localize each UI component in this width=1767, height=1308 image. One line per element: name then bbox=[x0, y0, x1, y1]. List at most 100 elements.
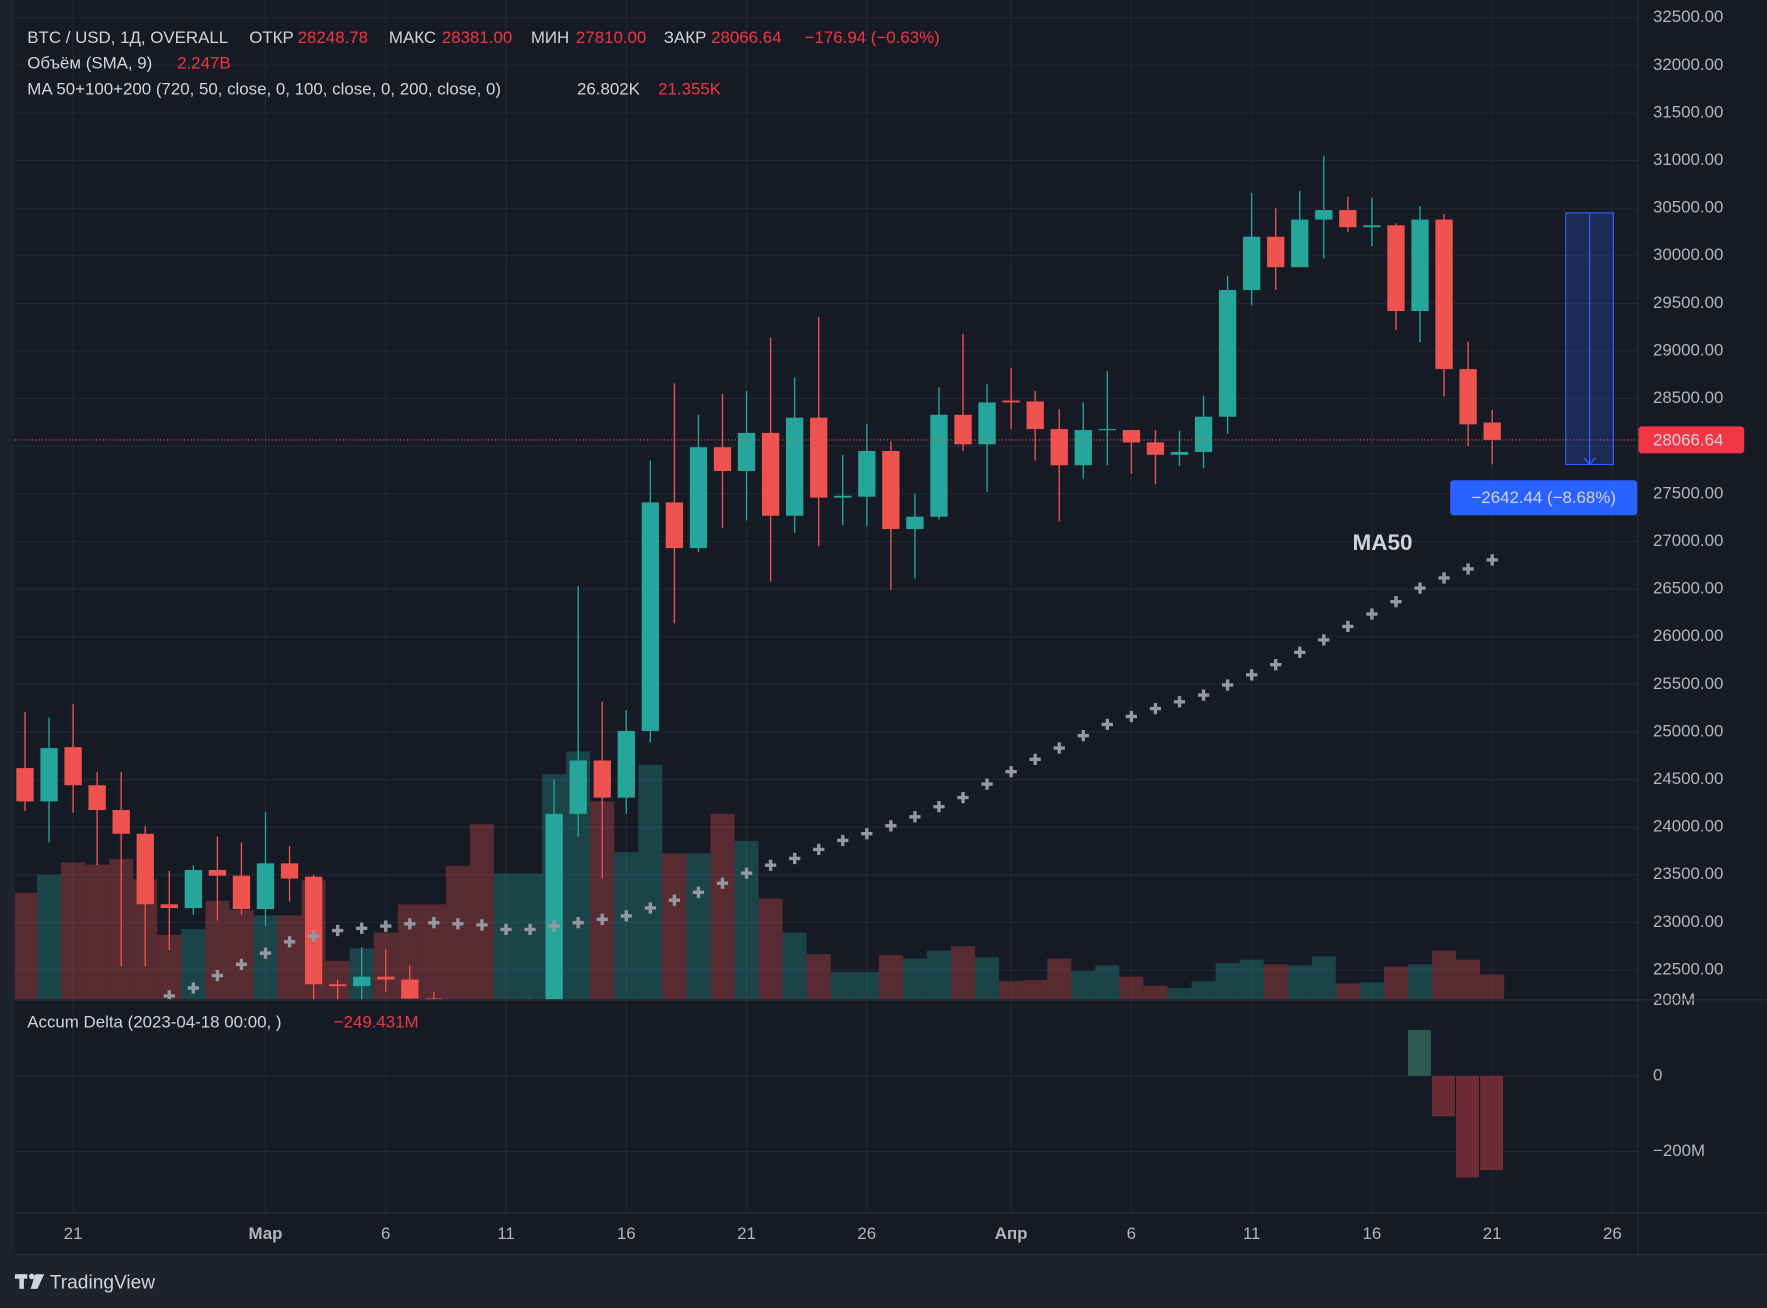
x-tick-label: 11 bbox=[497, 1224, 515, 1243]
candle-body bbox=[1435, 219, 1453, 370]
symbol-title: BTC / USD, 1Д, OVERALL bbox=[27, 28, 228, 47]
y-tick-label: 28500.00 bbox=[1653, 388, 1723, 407]
volume-bar bbox=[662, 853, 687, 1000]
candle-body bbox=[1122, 430, 1141, 443]
candle-body bbox=[1050, 429, 1068, 466]
ma-point bbox=[572, 917, 584, 929]
candle-body bbox=[1098, 429, 1116, 431]
candle-body bbox=[954, 414, 972, 445]
ma-point bbox=[1053, 742, 1065, 754]
delta-bar bbox=[1480, 1075, 1504, 1171]
volume-bar bbox=[999, 981, 1024, 1000]
candle-body bbox=[858, 450, 876, 497]
candle-body bbox=[978, 402, 996, 445]
volume-bar bbox=[1480, 974, 1505, 1000]
ma-point bbox=[692, 886, 705, 898]
ma-point bbox=[235, 958, 248, 970]
legend-label: МИН bbox=[531, 28, 569, 47]
delta-layer bbox=[1407, 1029, 1504, 1178]
candle-body bbox=[737, 432, 756, 471]
delta-bar bbox=[1432, 1075, 1455, 1117]
delta-bar bbox=[1456, 1075, 1480, 1178]
candle-body bbox=[401, 979, 419, 999]
background bbox=[14, 0, 1767, 1254]
candle-body bbox=[1194, 416, 1213, 452]
volume-bar bbox=[1263, 964, 1288, 1000]
volume-legend-value: 2.247B bbox=[177, 54, 230, 73]
candle-body bbox=[208, 869, 227, 876]
x-tick-label: 26 bbox=[1603, 1224, 1622, 1243]
x-tick-label: Апр bbox=[995, 1224, 1028, 1243]
x-tick-label: 6 bbox=[1127, 1224, 1136, 1243]
ma-point bbox=[1366, 608, 1378, 620]
ma-point bbox=[1342, 620, 1354, 633]
candle-body bbox=[906, 516, 924, 530]
y-tick-label: 29500.00 bbox=[1653, 293, 1723, 312]
legend-value: 28381.00 bbox=[442, 28, 512, 47]
candle-body bbox=[1267, 236, 1285, 268]
candle-body bbox=[88, 785, 106, 810]
ma-point bbox=[211, 969, 224, 982]
ma-point bbox=[813, 843, 825, 856]
candle-body bbox=[112, 809, 130, 834]
candle-body bbox=[1339, 210, 1357, 228]
ma-point bbox=[740, 867, 753, 879]
y-tick-label: 27000.00 bbox=[1653, 531, 1723, 550]
ma-point bbox=[404, 918, 416, 930]
ma-point bbox=[1246, 669, 1258, 681]
volume-bar bbox=[1023, 980, 1048, 1000]
candle-body bbox=[1315, 210, 1333, 220]
candle-body bbox=[641, 502, 659, 731]
volume-bar bbox=[61, 862, 86, 1000]
ma-label: MA50 bbox=[1352, 530, 1412, 555]
candle-body bbox=[353, 976, 371, 987]
candle-body bbox=[16, 768, 34, 802]
ma-point bbox=[1101, 718, 1113, 731]
volume-bar bbox=[686, 853, 711, 1000]
ma-point bbox=[981, 778, 993, 790]
volume-bar bbox=[854, 972, 879, 1000]
y-tick-label: 32500.00 bbox=[1653, 7, 1723, 26]
candle-body bbox=[785, 417, 804, 516]
ma-point bbox=[885, 820, 897, 832]
ma-legend-value: 26.802K bbox=[577, 80, 641, 99]
ma-point bbox=[332, 924, 344, 937]
last-price-tag bbox=[1638, 426, 1745, 454]
x-tick-label: 11 bbox=[1243, 1224, 1261, 1243]
candle-body bbox=[834, 495, 852, 498]
ma-point bbox=[1125, 710, 1138, 723]
legend-label: МАКС bbox=[389, 28, 436, 47]
candle-body bbox=[160, 904, 178, 909]
candle-body bbox=[930, 414, 948, 517]
delta-bar bbox=[1407, 1029, 1431, 1076]
volume-bar bbox=[975, 957, 1000, 1000]
candle-body bbox=[1218, 290, 1237, 417]
last-price-label: 28066.64 bbox=[1653, 430, 1723, 449]
volume-bar bbox=[37, 874, 62, 1000]
candle-body bbox=[761, 432, 780, 516]
ma-point bbox=[957, 791, 969, 804]
legend-value: 28248.78 bbox=[298, 28, 368, 47]
y-tick-label: 24000.00 bbox=[1653, 817, 1723, 836]
legend-label: ЗАКР bbox=[664, 28, 707, 47]
candle-layer bbox=[16, 155, 1501, 1000]
volume-bar bbox=[445, 865, 470, 1000]
candle-body bbox=[1170, 451, 1189, 455]
x-tick-label: 21 bbox=[1483, 1224, 1502, 1243]
y-tick-label: 22500.00 bbox=[1653, 959, 1723, 978]
ma-point bbox=[909, 811, 921, 823]
ma-point bbox=[1005, 766, 1017, 778]
volume-bar bbox=[1071, 971, 1096, 1000]
candle-body bbox=[136, 833, 154, 905]
candle-body bbox=[184, 869, 203, 909]
overlay: 22500.00 23000.00 23500.00 24000.00 24500.00… bbox=[14, 7, 1745, 1243]
volume-bar bbox=[1095, 965, 1120, 1000]
ma-point bbox=[668, 894, 681, 906]
ma-point bbox=[500, 923, 512, 936]
brand-logo bbox=[14, 1273, 45, 1289]
delta-tick-label: 0 bbox=[1653, 1065, 1662, 1084]
x-tick-label: 21 bbox=[737, 1224, 756, 1243]
volume-bar bbox=[734, 840, 759, 1000]
ma-point bbox=[428, 917, 440, 929]
